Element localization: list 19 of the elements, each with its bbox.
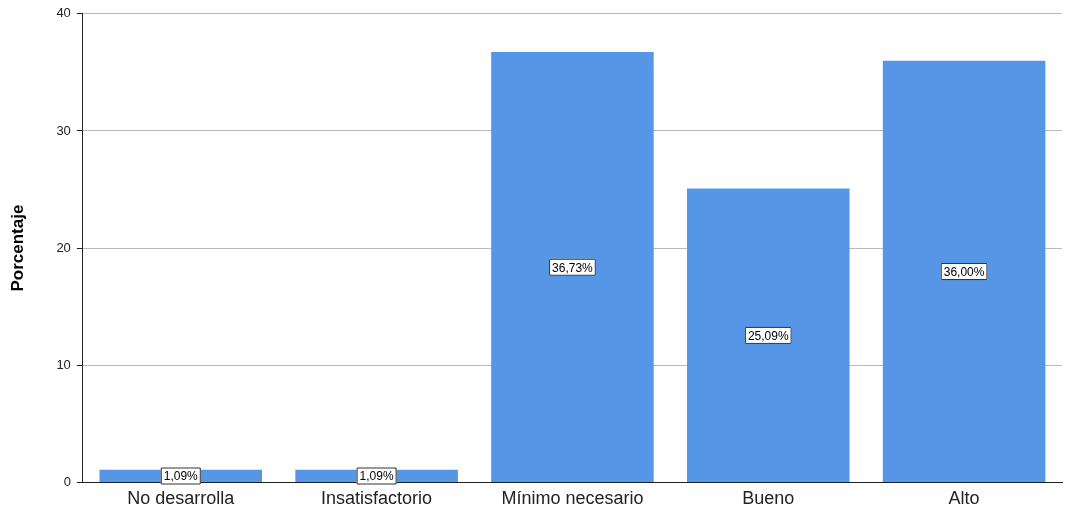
bar — [882, 60, 1046, 482]
data-label: 1,09% — [163, 469, 199, 484]
x-tick-label: Bueno — [742, 488, 795, 509]
y-tick-label: 20 — [56, 239, 71, 255]
x-tick-label: Mínimo necesario — [501, 488, 644, 509]
y-tick-label: 0 — [63, 473, 71, 489]
data-label: 36,73% — [552, 260, 594, 275]
bar — [491, 52, 654, 482]
y-tick-label: 10 — [56, 356, 71, 372]
x-tick-label: Insatisfactorio — [321, 488, 433, 509]
data-label: 25,09% — [747, 328, 789, 343]
y-axis-title: Porcentaje — [7, 204, 27, 292]
bar — [686, 188, 850, 482]
data-label: 36,00% — [943, 264, 985, 279]
y-tick-label: 30 — [56, 122, 71, 138]
y-tick-label: 40 — [56, 5, 71, 21]
x-tick-label: Alto — [948, 488, 980, 509]
x-tick-label: No desarrolla — [127, 488, 236, 509]
data-label: 1,09% — [359, 469, 394, 484]
